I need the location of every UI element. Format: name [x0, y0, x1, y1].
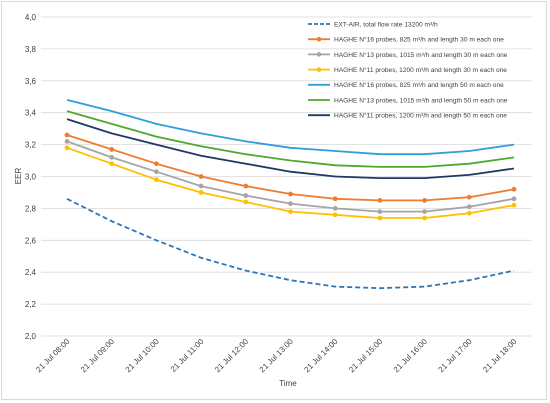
x-tick-label: 21 Jul 13:00 — [258, 337, 296, 375]
x-tick-label: 21 Jul 14:00 — [302, 337, 340, 375]
data-point — [332, 212, 338, 218]
series-line-7 — [66, 118, 515, 180]
data-point — [109, 146, 115, 152]
data-point — [64, 145, 70, 151]
data-point — [377, 209, 383, 214]
series-lines — [64, 99, 517, 290]
data-point — [332, 206, 338, 211]
data-point — [332, 196, 338, 202]
legend: EXT-AIR, total flow rate 13200 m³/h HAGHE… — [308, 21, 508, 120]
data-point — [288, 191, 293, 197]
y-tick-label: 2,2 — [25, 300, 37, 309]
data-point — [511, 202, 517, 208]
x-tick-label: 21 Jul 08:00 — [34, 337, 72, 375]
x-tick-label: 21 Jul 10:00 — [124, 337, 162, 375]
y-tick-label: 2,0 — [25, 332, 37, 341]
x-tick-label: 21 Jul 17:00 — [437, 337, 475, 375]
y-tick-label: 3,6 — [25, 77, 37, 86]
data-point — [243, 193, 249, 199]
legend-label-5: HAGHE N°16 probes, 825 m³/h and length 5… — [334, 81, 504, 89]
data-point — [64, 132, 70, 138]
series-line-1 — [66, 197, 515, 290]
data-point — [466, 194, 472, 200]
legend-label-3: HAGHE N°13 probes, 1015 m³/h and length … — [334, 51, 508, 59]
legend-marker — [316, 52, 322, 57]
series-line-4 — [66, 146, 515, 219]
x-tick-labels: 21 Jul 08:00 21 Jul 09:00 21 Jul 10:00 21 J… — [34, 337, 519, 375]
data-point — [109, 161, 115, 167]
data-point — [243, 183, 249, 189]
series-line-5 — [66, 99, 515, 156]
legend-label-1: EXT-AIR, total flow rate 13200 m³/h — [334, 21, 438, 28]
data-point — [243, 199, 249, 205]
data-point — [154, 169, 159, 175]
x-tick-label: 21 Jul 12:00 — [213, 337, 251, 375]
data-point — [154, 161, 159, 167]
data-point — [288, 201, 293, 207]
data-point — [288, 209, 293, 214]
data-point — [422, 198, 427, 203]
legend-marker — [316, 67, 322, 72]
y-tick-label: 3,0 — [25, 173, 37, 182]
x-tick-label: 21 Jul 15:00 — [347, 337, 385, 375]
legend-label-4: HAGHE N°11 probes, 1200 m³/h and length … — [334, 66, 507, 74]
y-tick-label: 3,2 — [25, 141, 37, 150]
x-tick-label: 21 Jul 16:00 — [392, 337, 430, 375]
series-line-6 — [66, 110, 515, 168]
y-tick-label: 2,6 — [25, 236, 37, 245]
data-point — [64, 139, 70, 144]
y-tick-label: 3,4 — [25, 109, 37, 118]
data-point — [377, 198, 383, 203]
x-axis-title: Time — [279, 379, 297, 388]
data-point — [377, 215, 383, 221]
legend-label-7: HAGHE N°11 probes, 1200 m³/h and length … — [334, 112, 507, 120]
y-tick-label: 2,8 — [25, 204, 37, 213]
data-point — [154, 177, 159, 183]
x-tick-label: 21 Jul 11:00 — [169, 337, 206, 374]
data-point — [198, 183, 204, 189]
data-point — [422, 215, 427, 221]
data-point — [466, 210, 472, 216]
data-point — [511, 186, 517, 192]
y-tick-label: 2,4 — [25, 268, 37, 277]
legend-label-6: HAGHE N°13 probes, 1015 m³/h and length … — [334, 96, 508, 104]
x-tick-label: 21 Jul 18:00 — [481, 337, 519, 375]
data-point — [511, 196, 517, 202]
data-point — [466, 204, 472, 210]
y-tick-labels: 2,0 2,2 2,4 2,6 2,8 3,0 3,2 3,4 3,6 3,8 4,0 — [25, 13, 37, 341]
y-tick-label: 4,0 — [25, 13, 37, 22]
x-tick-label: 21 Jul 09:00 — [79, 337, 117, 375]
y-tick-label: 3,8 — [25, 45, 37, 54]
legend-marker — [316, 36, 322, 42]
data-point — [422, 209, 427, 214]
data-point — [198, 190, 204, 195]
legend-label-2: HAGHE N°16 probes, 825 m³/h and length 3… — [334, 36, 504, 44]
data-point — [109, 154, 115, 160]
y-axis-title: EER — [14, 168, 23, 185]
data-point — [198, 174, 204, 179]
